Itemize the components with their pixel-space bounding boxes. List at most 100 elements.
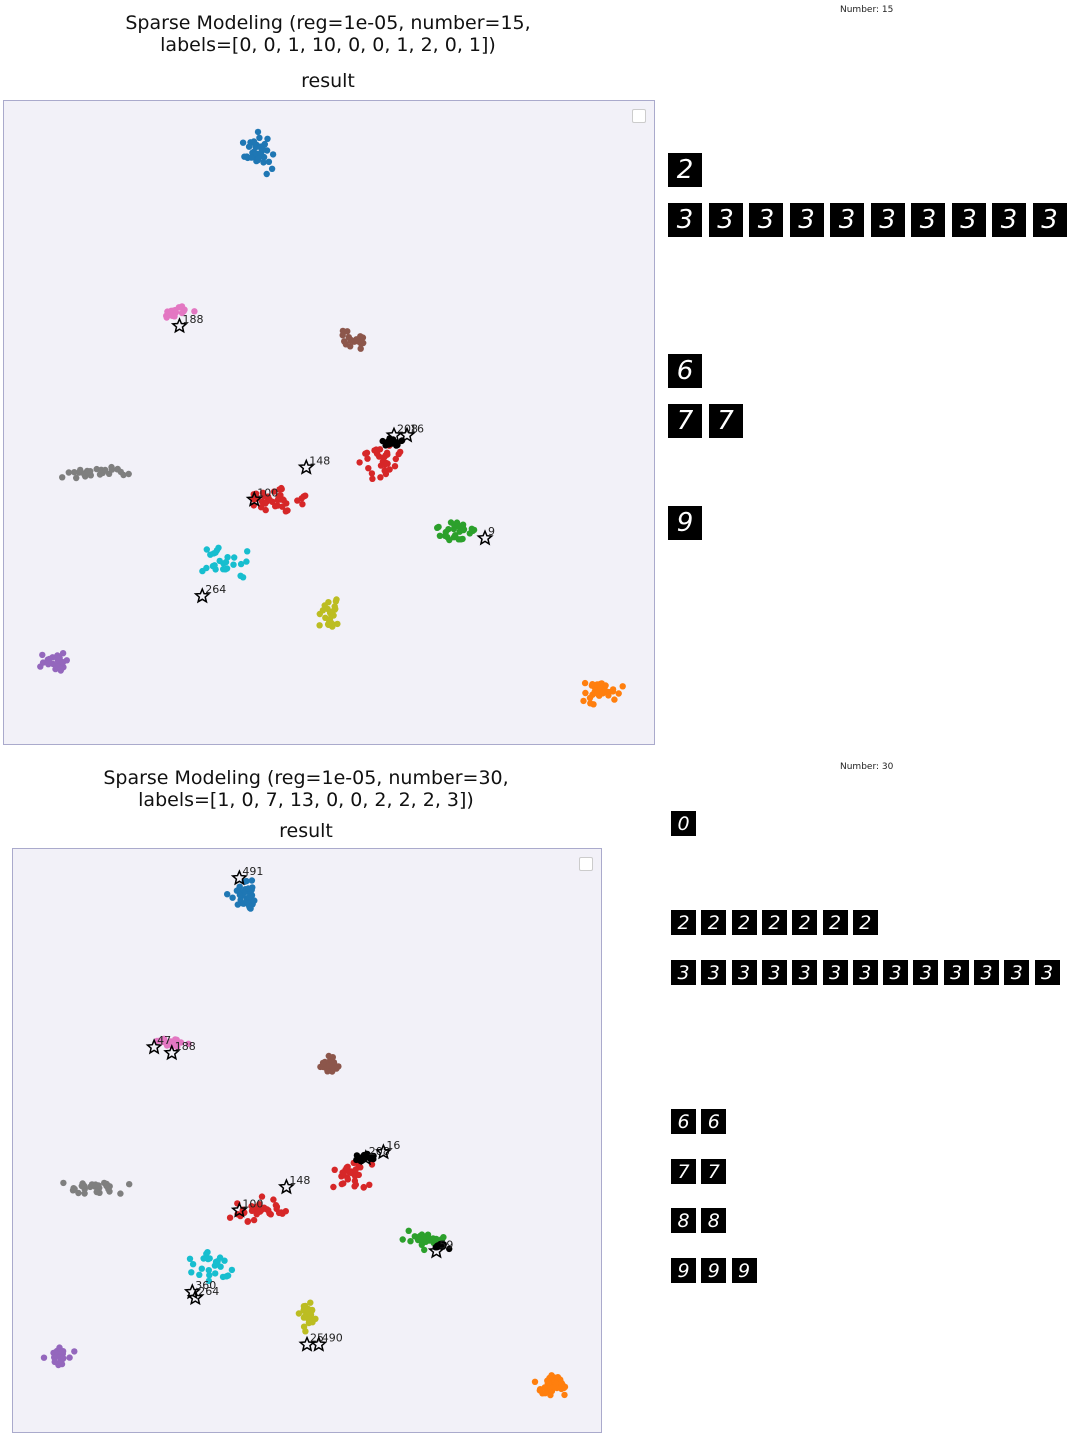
scatter-point	[71, 1348, 78, 1355]
scatter-point	[265, 158, 273, 165]
digit-thumbnail: 9	[671, 1258, 696, 1283]
scatter-point	[457, 536, 465, 543]
scatter-point	[65, 469, 72, 476]
digit-thumbnail: 3	[792, 960, 818, 985]
scatter-point	[365, 465, 372, 472]
star-label: 360	[195, 1279, 216, 1292]
digit-thumbnail: 3	[943, 960, 969, 985]
scatter-point	[420, 1234, 428, 1242]
scatter-point	[590, 701, 597, 708]
digit-thumbnail: 3	[701, 960, 727, 985]
digit-thumbnail: 2	[852, 910, 878, 935]
scatter-point	[163, 1042, 171, 1049]
scatter-point	[379, 437, 386, 445]
scatter-point	[435, 523, 442, 531]
digit-thumbnail: 3	[708, 203, 743, 237]
selected-star	[374, 1143, 392, 1160]
scatter-plot-2: 491 47 188 208 16 148 100 59 360 264 25 490	[12, 848, 602, 1433]
scatter-point	[160, 1035, 168, 1042]
scatter-point	[244, 1218, 251, 1225]
scatter-point	[440, 1234, 447, 1241]
digit-thumbnail: 3	[789, 203, 824, 237]
scatter-point	[257, 144, 265, 151]
selected-star	[427, 1242, 445, 1259]
scatter-point	[446, 536, 453, 544]
digit-thumbnail: 2	[792, 910, 818, 935]
scatter-point	[326, 618, 333, 625]
scatter-point	[60, 1179, 67, 1187]
scatter-point	[198, 1265, 205, 1272]
scatter-point	[377, 474, 384, 481]
star-label: 9	[488, 525, 495, 538]
scatter-point	[81, 1190, 88, 1197]
scatter-point	[582, 689, 589, 697]
scatter-point	[171, 313, 178, 320]
scatter-point	[300, 1305, 308, 1313]
digit-thumbnail: 6	[671, 1109, 696, 1134]
digit-thumbnail: 3	[883, 960, 909, 985]
scatter-point	[39, 659, 47, 666]
scatter-point	[531, 1378, 539, 1385]
scatter-point	[611, 696, 618, 703]
scatter-point	[59, 474, 66, 481]
scatter-point	[239, 139, 247, 146]
scatter-point	[226, 1214, 234, 1221]
digit-thumbnail: 7	[701, 1159, 727, 1184]
scatter-point	[328, 608, 336, 615]
selected-star	[230, 869, 248, 886]
scatter-point	[258, 1193, 266, 1200]
scatter-point	[212, 1270, 219, 1277]
scatter-point	[75, 1189, 82, 1197]
scatter-point	[450, 525, 457, 533]
number-label-2: Number: 30	[840, 762, 894, 772]
scatter-point	[93, 1188, 100, 1196]
scatter-point	[333, 596, 340, 603]
star-label: 188	[183, 313, 204, 326]
scatter-point	[343, 1165, 350, 1172]
selected-star	[145, 1038, 163, 1055]
scatter-point	[164, 308, 171, 315]
star-label: 188	[175, 1040, 196, 1053]
selected-star	[297, 458, 315, 475]
scatter-point	[60, 1355, 67, 1362]
digit-thumbnail: 7	[671, 1159, 696, 1184]
scatter-point	[269, 151, 277, 158]
scatter-point	[561, 1391, 568, 1399]
scatter-point	[447, 519, 455, 526]
scatter-point	[266, 496, 273, 504]
star-label: 148	[289, 1174, 310, 1187]
scatter-point	[224, 554, 231, 561]
selected-star	[476, 529, 494, 546]
scatter-point	[114, 466, 121, 473]
selected-star	[170, 317, 189, 334]
scatter-point	[213, 1260, 221, 1267]
scatter-point	[364, 455, 371, 462]
scatter-point	[59, 650, 67, 657]
scatter-point	[280, 496, 287, 503]
scatter-point	[263, 170, 270, 178]
scatter-point	[191, 308, 198, 315]
scatter-point	[52, 665, 59, 673]
scatter-point	[126, 1181, 133, 1188]
scatter-point	[174, 1043, 181, 1051]
scatter-point	[352, 1166, 359, 1173]
scatter-point	[458, 522, 465, 530]
scatter-point	[251, 897, 258, 904]
scatter-point	[78, 1182, 86, 1190]
scatter-point	[381, 467, 388, 474]
scatter-point	[344, 328, 351, 335]
digit-thumbnail: 8	[671, 1208, 696, 1233]
scatter-point	[248, 1207, 256, 1214]
scatter-point	[237, 572, 244, 579]
scatter-point	[178, 309, 186, 317]
scatter-point	[470, 526, 478, 534]
scatter-point	[70, 1185, 77, 1192]
digit-thumbnail: 3	[1034, 960, 1060, 985]
scatter-point	[284, 507, 291, 514]
scatter-point	[366, 1181, 373, 1188]
digit-thumbnail: 9	[701, 1258, 727, 1283]
scatter-point	[108, 466, 116, 473]
scatter-point	[360, 1184, 367, 1191]
scatter-point	[377, 462, 385, 469]
star-label: 148	[309, 455, 330, 468]
